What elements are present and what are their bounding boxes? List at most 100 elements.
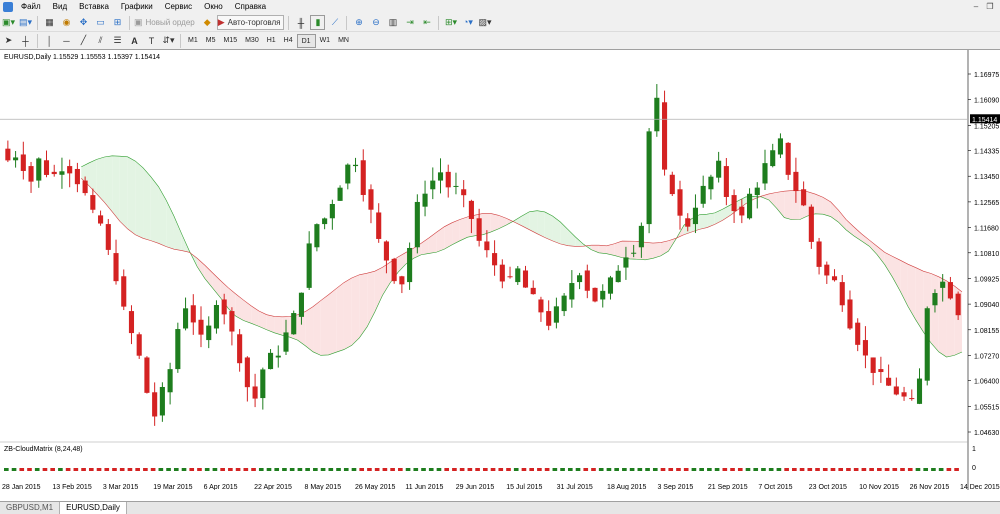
- candle-body: [314, 224, 320, 248]
- auto-scroll-icon[interactable]: ⇥: [406, 17, 414, 27]
- minimize-icon[interactable]: –: [973, 2, 979, 11]
- tab-gbpusd-m1[interactable]: GBPUSD,M1: [0, 502, 61, 514]
- terminal-icon[interactable]: ▭: [96, 17, 105, 27]
- candle-body: [167, 369, 173, 393]
- periods-icon[interactable]: ◔▾: [462, 17, 473, 27]
- menu-charts[interactable]: Графики: [120, 2, 153, 11]
- price-chart[interactable]: 1.16975 1.16090 1.15205 1.14335 1.13450 1.125…: [0, 50, 1000, 491]
- chart-window[interactable]: 1.16975 1.16090 1.15205 1.14335 1.13450 1.125…: [0, 49, 1000, 491]
- timeframe-m15[interactable]: M15: [223, 36, 238, 44]
- menu-window[interactable]: Окно: [204, 2, 223, 11]
- indicator-dot: [575, 468, 581, 471]
- new-chart-icon[interactable]: ▣▾: [1, 17, 16, 27]
- fibonacci-icon[interactable]: ☰: [113, 35, 122, 45]
- candle-body: [43, 160, 50, 175]
- cloud-segment: [598, 245, 607, 254]
- trendline-icon[interactable]: ╱: [80, 35, 87, 45]
- indicator-dot: [266, 468, 272, 471]
- market-watch-icon[interactable]: ▦: [45, 17, 54, 27]
- auto-trading-button[interactable]: ▶ Авто-торговля: [216, 15, 285, 30]
- indicator-dot: [714, 468, 720, 471]
- candle-body: [98, 215, 104, 224]
- candle-body: [607, 277, 614, 294]
- timeframe-m30[interactable]: M30: [245, 36, 259, 44]
- indicator-dot: [861, 468, 867, 471]
- restore-icon[interactable]: ❐: [986, 2, 994, 11]
- candle-body: [437, 172, 444, 181]
- menu-help[interactable]: Справка: [234, 2, 267, 11]
- indicator-dot: [127, 468, 133, 471]
- toolbar-divider: [288, 15, 290, 30]
- indicators-icon[interactable]: ⊞▾: [444, 17, 457, 27]
- bar-chart-icon[interactable]: ╫: [297, 17, 305, 28]
- menu-view[interactable]: Вид: [52, 2, 68, 11]
- candle-body: [916, 378, 923, 404]
- indicator-dot: [328, 468, 334, 471]
- cloud-segment: [212, 272, 221, 298]
- indicator-dot: [398, 468, 403, 471]
- channel-icon[interactable]: ⫽: [98, 35, 103, 45]
- indicator-dot: [459, 468, 465, 471]
- text-tool-icon[interactable]: A: [131, 35, 138, 46]
- indicator-dot: [382, 468, 388, 471]
- vertical-line-icon[interactable]: │: [46, 35, 53, 46]
- candle-body: [152, 392, 158, 417]
- crosshair-icon[interactable]: ┼: [22, 35, 29, 46]
- timeframe-h4[interactable]: H4: [283, 36, 293, 44]
- zoom-in-icon[interactable]: ⊕: [355, 17, 363, 27]
- time-tick-label: 3 Sep 2015: [657, 484, 693, 491]
- metaeditor-icon[interactable]: ◆: [203, 17, 211, 27]
- menu-file[interactable]: Файл: [21, 2, 41, 11]
- data-window-icon[interactable]: ◉: [62, 17, 71, 27]
- timeframe-m1[interactable]: M1: [188, 36, 198, 44]
- indicator-dot: [4, 468, 9, 471]
- indicator-dot: [421, 468, 426, 471]
- candle-body: [662, 102, 668, 170]
- templates-icon[interactable]: ▨▾: [478, 17, 492, 27]
- line-chart-icon[interactable]: ⟋: [331, 17, 339, 27]
- timeframe-h1[interactable]: H1: [266, 36, 276, 44]
- indicator-dot: [243, 468, 249, 471]
- timeframe-m5[interactable]: M5: [205, 36, 216, 44]
- tile-windows-icon[interactable]: ▥: [388, 17, 398, 27]
- indicator-dot: [915, 468, 921, 471]
- price-tick-label: 1.08155: [974, 328, 999, 335]
- candle-body: [886, 377, 892, 386]
- indicator-dot: [81, 468, 86, 471]
- candle-body: [136, 334, 142, 356]
- tab-eurusd-daily[interactable]: EURUSD,Daily: [60, 502, 127, 514]
- label-tool-icon[interactable]: T: [148, 35, 155, 46]
- cloud-segment: [398, 252, 406, 273]
- navigator-icon[interactable]: ✥: [79, 17, 88, 27]
- cloud-segment: [150, 176, 159, 244]
- candle-body: [260, 369, 266, 399]
- cloud-segment: [900, 260, 908, 307]
- cloud-segment: [853, 226, 862, 242]
- profiles-icon[interactable]: ▤▾: [18, 17, 33, 27]
- cloud-segment: [537, 210, 545, 238]
- indicator-dot: [622, 468, 627, 471]
- menu-insert[interactable]: Вставка: [79, 2, 109, 11]
- indicator-dot: [537, 468, 542, 471]
- indicator-dot: [737, 468, 743, 471]
- indicator-dot: [614, 468, 619, 471]
- menu-tools[interactable]: Сервис: [164, 2, 193, 11]
- zoom-out-icon[interactable]: ⊖: [372, 17, 380, 27]
- time-tick-label: 11 Jun 2015: [405, 484, 443, 491]
- timeframe-mn[interactable]: MN: [338, 36, 349, 44]
- arrows-icon[interactable]: ⇵▾: [162, 35, 175, 45]
- timeframe-w1[interactable]: W1: [319, 36, 331, 44]
- chart-shift-icon[interactable]: ⇤: [423, 17, 431, 27]
- new-order-button[interactable]: ▣ Новый ордер: [134, 15, 198, 30]
- indicator-dot: [931, 468, 936, 471]
- indicator-dot: [784, 468, 789, 471]
- timeframe-d1[interactable]: D1: [296, 33, 316, 48]
- cloud-span-b: [81, 178, 963, 318]
- strategy-tester-icon[interactable]: ⊞: [113, 17, 122, 27]
- horizontal-line-icon[interactable]: ─: [63, 35, 70, 46]
- symbol-header: EURUSD,Daily 1.15529 1.15553 1.15397 1.1…: [4, 54, 160, 61]
- candle-body: [221, 299, 227, 315]
- candlestick-icon[interactable]: ▮: [310, 15, 326, 30]
- cursor-icon[interactable]: ➤: [4, 35, 13, 45]
- indicator-dot: [197, 468, 202, 471]
